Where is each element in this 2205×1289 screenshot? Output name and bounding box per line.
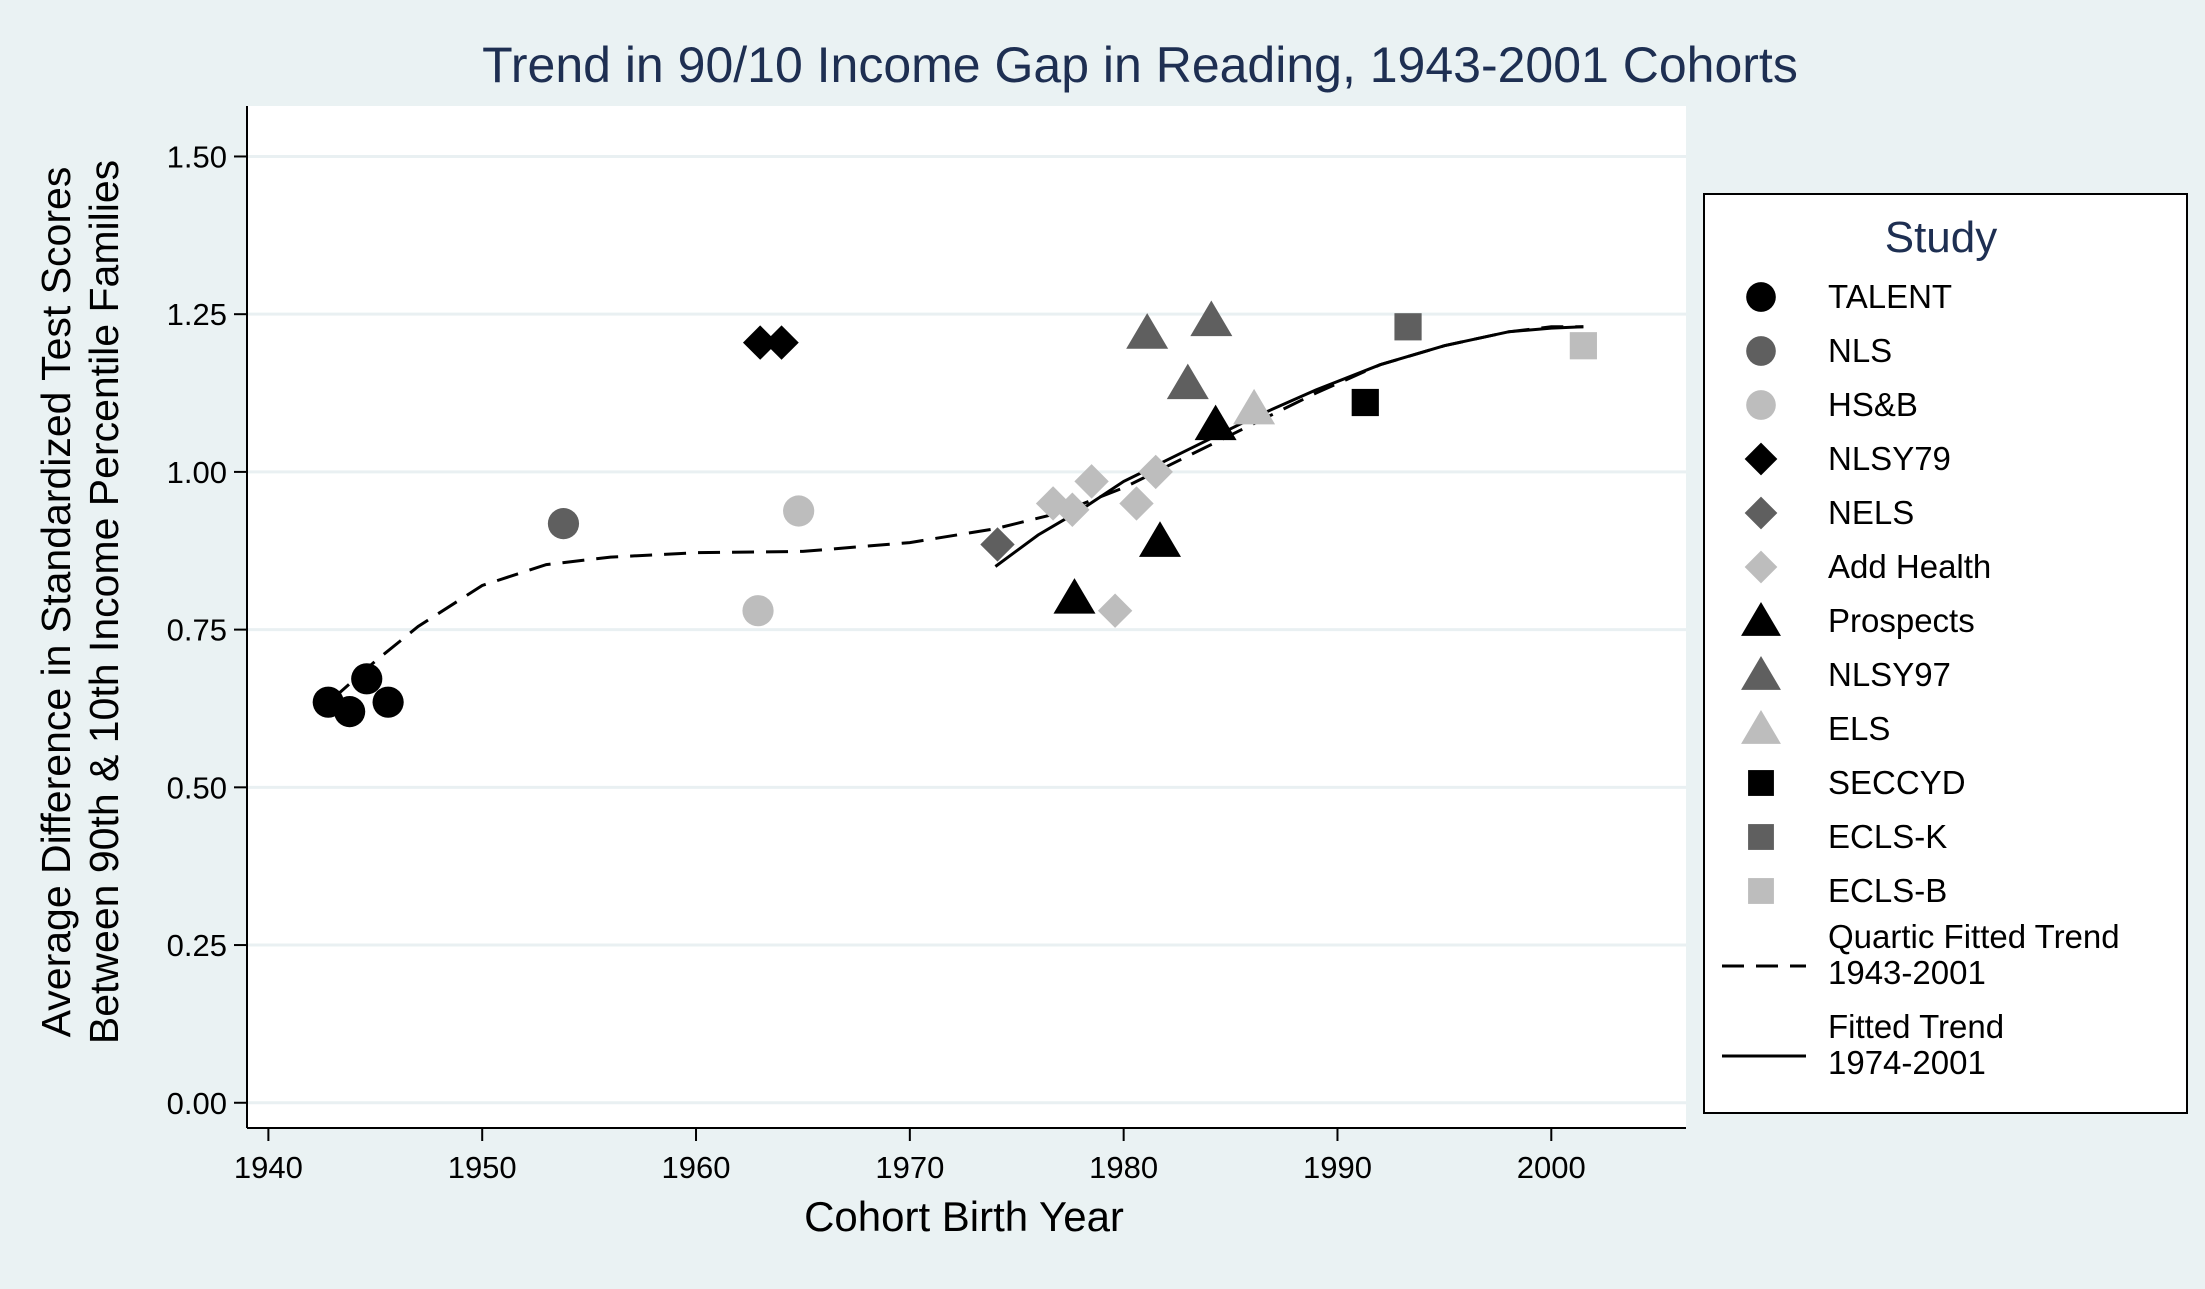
point-prospects <box>1053 578 1096 614</box>
point-nels <box>980 527 1015 562</box>
y-tick-label: 1.50 <box>167 139 227 174</box>
x-tick-label: 1940 <box>234 1150 303 1185</box>
legend-label-talent: TALENT <box>1828 278 1952 315</box>
legend-label-quartic-fitted-trend-years: 1943-2001 <box>1828 954 1986 991</box>
point-add-health <box>1097 593 1133 628</box>
point-add-health <box>1055 492 1090 527</box>
point-nlsy97 <box>1190 300 1233 337</box>
point-nls <box>547 508 580 540</box>
y-tick-label: 1.00 <box>167 455 227 490</box>
legend-marker-els <box>1741 710 1781 744</box>
point-add-health <box>1074 464 1109 499</box>
legend-label-nlsy79: NLSY79 <box>1828 440 1951 477</box>
y-axis-label-line-1: Average Difference in Standardized Test … <box>33 167 79 1038</box>
point-talent <box>334 696 366 728</box>
legend-marker-ecls-b <box>1748 878 1774 904</box>
point-nlsy97 <box>1126 313 1169 349</box>
legend-marker-nlsy79 <box>1744 442 1778 476</box>
plot-background <box>247 106 1686 1128</box>
legend-marker-ecls-k <box>1748 824 1774 850</box>
point-hsandb <box>783 495 815 527</box>
legend-marker-prospects <box>1741 602 1781 636</box>
legend-box <box>1703 193 2188 1114</box>
x-tick-label: 1980 <box>1089 1150 1158 1185</box>
legend-marker-nlsy97 <box>1741 656 1781 690</box>
point-add-health <box>1119 486 1154 521</box>
legend-label-add-health: Add Health <box>1828 548 1991 585</box>
y-tick-label: 0.50 <box>167 770 227 805</box>
legend-marker-add-health <box>1744 550 1778 584</box>
legend-label-fitted-trend: Fitted Trend <box>1828 1008 2004 1045</box>
point-talent <box>372 686 404 718</box>
y-axis-label-line-2: Between 90th & 10th Income Percentile Fa… <box>81 160 127 1044</box>
legend-label-ecls-b: ECLS-B <box>1828 872 1947 909</box>
legend-marker-hsandb <box>1746 390 1776 420</box>
legend-label-nlsy97: NLSY97 <box>1828 656 1951 693</box>
axes: 0.00 0.25 0.50 0.75 1.00 1.25 1.50 1940 1950 1960… <box>167 106 1686 1185</box>
point-nlsy97 <box>1166 363 1209 400</box>
legend-label-els: ELS <box>1828 710 1890 747</box>
point-ecls-k <box>1394 313 1422 341</box>
legend: Study TALENT NLS HS&B NLSY79 NELS Add Health Pr… <box>1703 193 2188 1114</box>
gridlines <box>247 154 1686 1105</box>
legend-marker-nels <box>1744 496 1778 530</box>
point-add-health <box>1138 454 1173 490</box>
y-tick-label: 1.25 <box>167 297 227 332</box>
x-tick-label: 2000 <box>1517 1150 1586 1185</box>
legend-label-seccyd: SECCYD <box>1828 764 1966 801</box>
point-talent <box>351 663 383 695</box>
x-axis-label: Cohort Birth Year <box>804 1193 1124 1240</box>
legend-marker-seccyd <box>1748 770 1774 796</box>
point-els <box>1233 388 1276 425</box>
x-tick-label: 1960 <box>662 1150 731 1185</box>
y-tick-label: 0.25 <box>167 928 227 963</box>
point-ecls-b <box>1569 332 1597 360</box>
legend-label-nls: NLS <box>1828 332 1892 369</box>
legend-marker-nls <box>1746 336 1776 366</box>
legend-label-nels: NELS <box>1828 494 1914 531</box>
plot-area <box>247 106 1686 1128</box>
legend-title: Study <box>1885 213 1998 262</box>
point-prospects <box>1194 404 1237 441</box>
point-add-health <box>1035 486 1071 521</box>
legend-marker-talent <box>1746 282 1776 312</box>
legend-label-fitted-trend-years: 1974-2001 <box>1828 1044 1986 1081</box>
x-tick-label: 1990 <box>1303 1150 1372 1185</box>
data-points <box>312 300 1597 728</box>
legend-label-hsandb: HS&B <box>1828 386 1918 423</box>
legend-label-prospects: Prospects <box>1828 602 1975 639</box>
point-prospects <box>1139 521 1182 557</box>
legend-label-quartic-fitted-trend: Quartic Fitted Trend <box>1828 918 2120 955</box>
y-tick-label: 0.00 <box>167 1086 227 1121</box>
chart-title: Trend in 90/10 Income Gap in Reading, 19… <box>482 37 1798 93</box>
y-tick-label: 0.75 <box>167 613 227 648</box>
point-hsandb <box>742 595 774 627</box>
legend-label-ecls-k: ECLS-K <box>1828 818 1947 855</box>
x-tick-label: 1950 <box>448 1150 517 1185</box>
x-tick-label: 1970 <box>875 1150 944 1185</box>
point-nlsy79 <box>764 325 799 360</box>
point-nlsy79 <box>742 325 778 360</box>
point-seccyd <box>1351 388 1379 417</box>
